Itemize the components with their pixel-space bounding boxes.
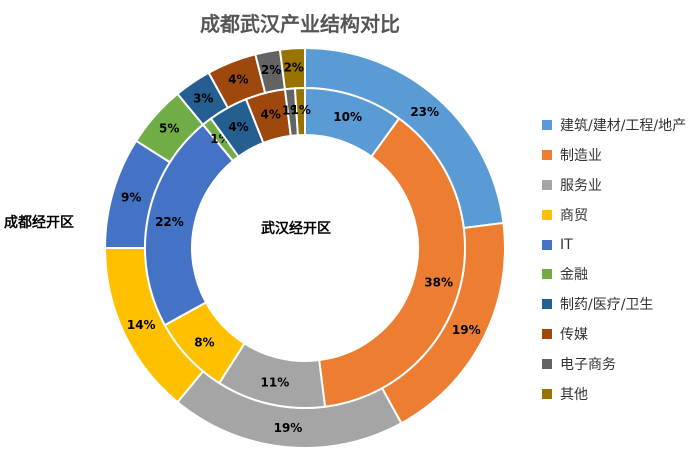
legend-swatch (542, 209, 552, 220)
legend-swatch (542, 119, 552, 130)
legend-label: 制造业 (560, 147, 602, 164)
legend-label: 制药/医疗/卫生 (560, 297, 654, 314)
data-label-inner-5: 22% (155, 215, 184, 229)
legend-item-2: 制造业 (542, 140, 686, 170)
legend-swatch (542, 149, 552, 160)
data-label-inner-7: 4% (228, 120, 248, 134)
legend-item-4: 商贸 (542, 200, 686, 230)
legend-label: 建筑/建材/工程/地产 (560, 117, 687, 134)
legend-label: 金融 (560, 267, 588, 284)
data-label-outer-1: 23% (410, 105, 439, 119)
legend-label: 商贸 (560, 207, 588, 224)
legend-label: 电子商务 (560, 357, 616, 374)
data-label-outer-3: 19% (274, 421, 303, 435)
legend-swatch (542, 299, 552, 310)
legend-swatch (542, 239, 552, 250)
legend-item-6: 金融 (542, 259, 686, 289)
chart-title: 成都武汉产业结构对比 (200, 12, 400, 36)
legend-swatch (542, 179, 552, 190)
data-label-outer-5: 9% (121, 191, 141, 205)
data-label-outer-7: 3% (193, 91, 213, 105)
legend-item-8: 传媒 (542, 319, 686, 349)
legend-item-10: 其他 (542, 379, 686, 409)
data-label-outer-8: 4% (228, 73, 248, 87)
legend-item-9: 电子商务 (542, 349, 686, 379)
data-label-inner-8: 4% (260, 107, 280, 121)
slice-inner-2 (318, 117, 466, 408)
legend-item-1: 建筑/建材/工程/地产 (542, 110, 686, 140)
legend-swatch (542, 359, 552, 370)
legend-label: 其他 (560, 386, 588, 403)
inner-ring-label: 武汉经开区 (261, 221, 331, 237)
data-label-inner-2: 38% (424, 275, 453, 289)
data-label-outer-6: 5% (159, 121, 179, 135)
legend-swatch (542, 329, 552, 340)
data-label-outer-2: 19% (452, 323, 481, 337)
data-label-outer-9: 2% (261, 63, 281, 77)
data-label-outer-4: 14% (127, 318, 156, 332)
legend: 建筑/建材/工程/地产 制造业服务业商贸 IT 金融制药/医疗/卫生 传媒电子商务其他 (542, 110, 686, 409)
legend-swatch (542, 269, 552, 280)
data-label-inner-4: 8% (194, 335, 214, 349)
data-label-outer-10: 2% (283, 60, 303, 74)
legend-label: IT (560, 236, 573, 253)
data-label-inner-3: 11% (261, 376, 290, 390)
legend-item-5: IT (542, 230, 686, 260)
legend-label: 服务业 (560, 177, 602, 194)
outer-ring-label: 成都经开区 (4, 215, 74, 231)
legend-item-7: 制药/医疗/卫生 (542, 289, 686, 319)
legend-swatch (542, 388, 552, 399)
slice-inner-10 (293, 86, 306, 137)
legend-label: 传媒 (560, 327, 588, 344)
data-label-inner-1: 10% (333, 110, 362, 124)
data-label-inner-10: 1% (290, 103, 310, 117)
legend-item-3: 服务业 (542, 170, 686, 200)
